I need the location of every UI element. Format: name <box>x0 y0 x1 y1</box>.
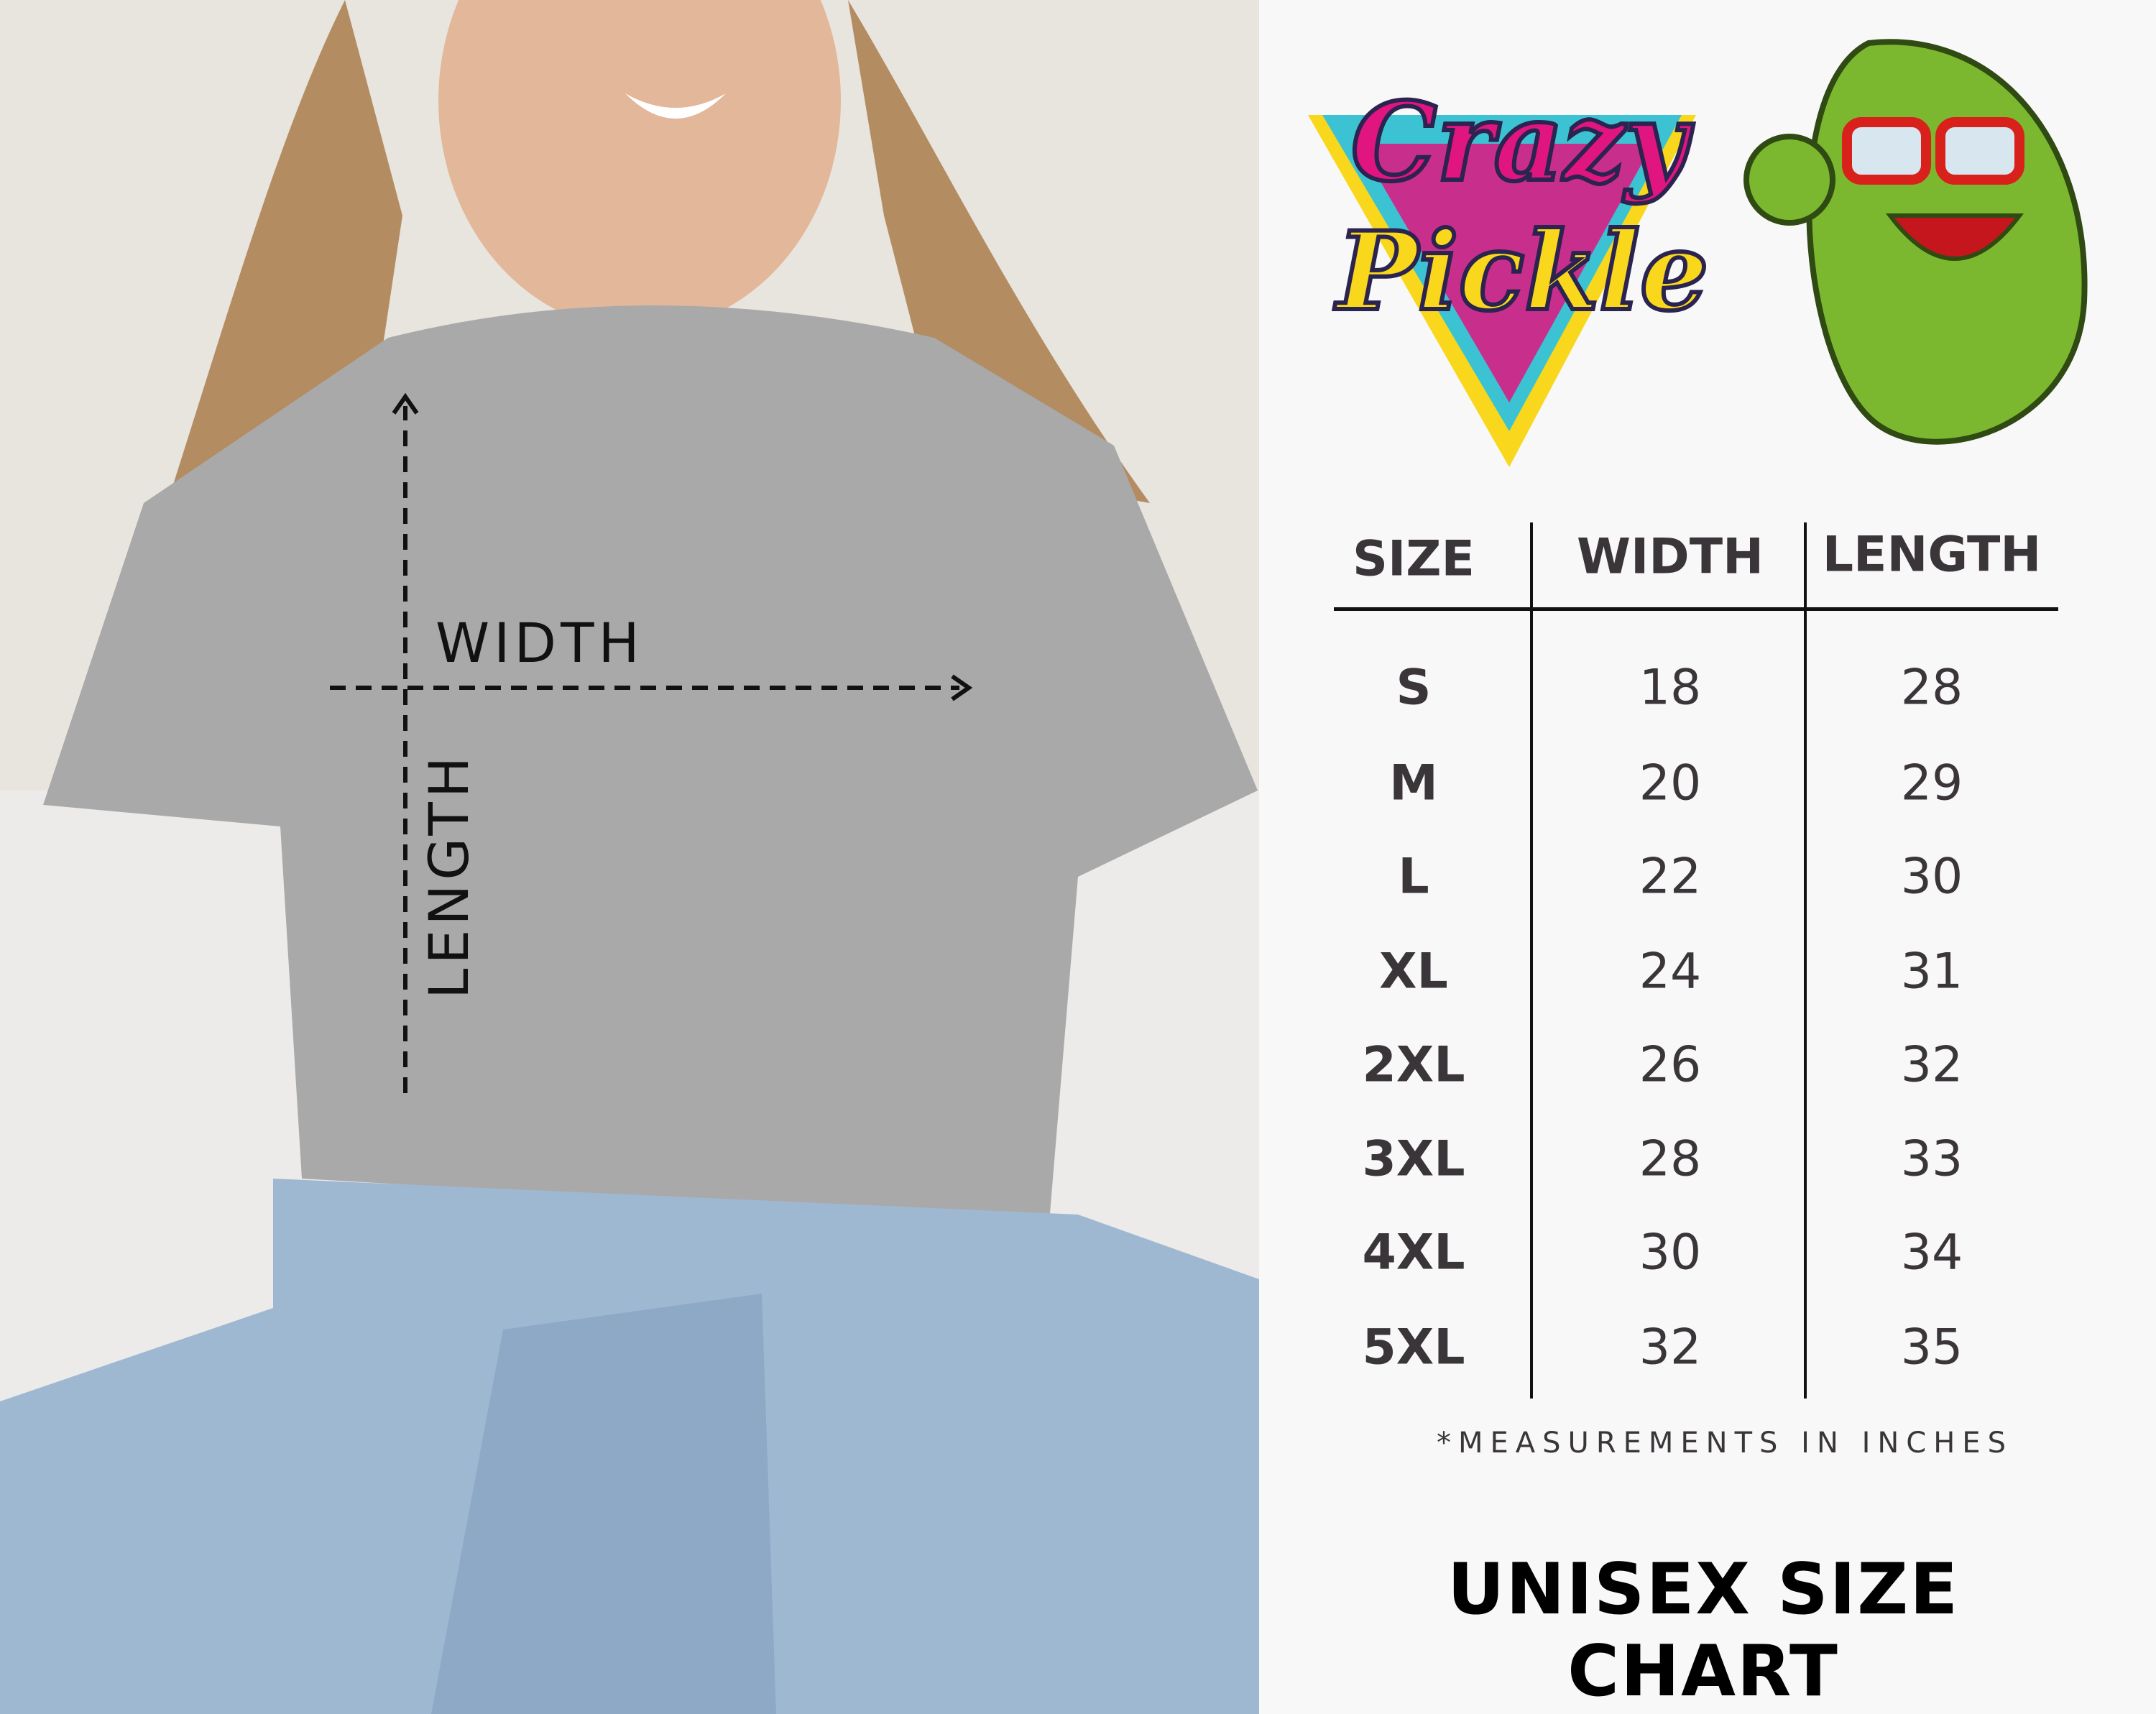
width-cell: 30 <box>1639 1224 1702 1281</box>
width-label: WIDTH <box>436 611 644 675</box>
size-cell: S <box>1396 659 1432 717</box>
width-cell: 20 <box>1639 755 1702 812</box>
length-cell: 29 <box>1900 755 1963 812</box>
length-cell: 31 <box>1900 943 1963 1000</box>
width-cell: 28 <box>1639 1130 1702 1188</box>
size-cell: L <box>1398 848 1429 906</box>
width-cell: 32 <box>1639 1319 1702 1376</box>
pickle-mascot <box>1743 39 2088 445</box>
length-cell: 33 <box>1900 1130 1963 1188</box>
size-cell: XL <box>1379 943 1448 1000</box>
width-cell: 24 <box>1639 943 1702 1000</box>
header-length: LENGTH <box>1822 526 2042 584</box>
smile <box>625 93 726 119</box>
width-cell: 18 <box>1639 659 1702 717</box>
size-cell: 2XL <box>1362 1036 1465 1094</box>
header-width: WIDTH <box>1576 528 1764 586</box>
measure-arrows <box>330 392 973 1093</box>
model-illustration <box>0 0 1259 1714</box>
measurement-note: *MEASUREMENTS IN INCHES <box>1437 1427 2013 1460</box>
width-cell: 22 <box>1639 848 1702 906</box>
svg-text:Pickle: Pickle <box>1334 208 1708 335</box>
column-divider <box>1804 522 1807 1399</box>
header-size: SIZE <box>1352 530 1475 588</box>
length-cell: 28 <box>1900 659 1963 717</box>
chart-title: UNISEX SIZE CHART <box>1447 1549 1960 1713</box>
header-divider <box>1334 607 2058 611</box>
model-photo: WIDTH LENGTH <box>0 0 1259 1714</box>
size-cell: 3XL <box>1362 1130 1465 1188</box>
length-cell: 35 <box>1900 1319 1963 1376</box>
crazy-pickle-logo: Crazy Pickle <box>1308 39 2088 467</box>
column-divider <box>1530 522 1533 1399</box>
arrow-right-icon <box>951 674 973 701</box>
arrow-up-icon <box>392 392 419 415</box>
size-table: SIZE WIDTH LENGTH S 18 28 M 20 29 L 22 30 XL 24 31 2XL 2… <box>1294 503 2120 1437</box>
tshirt <box>43 305 1258 1222</box>
face <box>438 0 841 331</box>
size-cell: 5XL <box>1362 1319 1465 1376</box>
length-cell: 30 <box>1900 848 1963 906</box>
length-label: LENGTH <box>417 752 481 999</box>
size-cell: M <box>1389 755 1438 812</box>
width-cell: 26 <box>1639 1036 1702 1094</box>
size-cell: 4XL <box>1362 1224 1465 1281</box>
svg-text:Crazy: Crazy <box>1351 79 1694 206</box>
length-cell: 34 <box>1900 1224 1963 1281</box>
length-cell: 32 <box>1900 1036 1963 1094</box>
